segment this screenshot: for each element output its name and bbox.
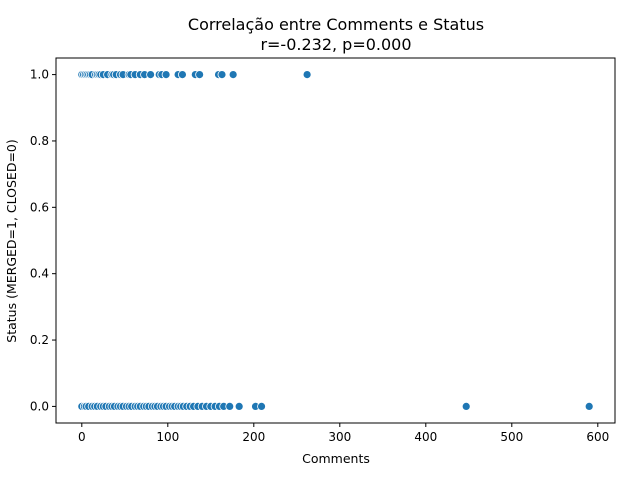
data-point bbox=[225, 402, 235, 411]
y-axis-label: Status (MERGED=1, CLOSED=0) bbox=[4, 139, 19, 342]
data-point bbox=[146, 70, 156, 79]
data-point bbox=[178, 70, 187, 79]
x-tick-label: 400 bbox=[414, 430, 437, 444]
data-point bbox=[461, 402, 471, 411]
x-tick-label: 500 bbox=[500, 430, 523, 444]
x-tick-label: 100 bbox=[156, 430, 179, 444]
data-point bbox=[302, 70, 312, 79]
chart-title: Correlação entre Comments e Status bbox=[188, 15, 484, 34]
y-tick-label: 0.6 bbox=[30, 200, 49, 214]
data-point bbox=[161, 70, 171, 79]
chart-subtitle: r=-0.232, p=0.000 bbox=[260, 35, 411, 54]
plot-frame bbox=[55, 57, 616, 424]
data-points bbox=[77, 70, 594, 411]
x-axis-ticks: 0 100 200 300 400 500 600 bbox=[78, 423, 609, 444]
data-point bbox=[217, 70, 227, 79]
x-axis-label: Comments bbox=[302, 451, 370, 466]
x-tick-label: 300 bbox=[328, 430, 351, 444]
y-axis-ticks: 0.0 0.2 0.4 0.6 0.8 1.0 bbox=[30, 68, 56, 413]
y-tick-label: 1.0 bbox=[30, 68, 49, 82]
data-point bbox=[234, 402, 244, 411]
y-tick-label: 0.2 bbox=[30, 333, 49, 347]
x-tick-label: 600 bbox=[586, 430, 609, 444]
data-point bbox=[195, 70, 205, 79]
data-point bbox=[257, 402, 266, 411]
y-tick-label: 0.4 bbox=[30, 267, 49, 281]
x-tick-label: 0 bbox=[78, 430, 86, 444]
y-tick-label: 0.0 bbox=[30, 399, 49, 413]
data-point bbox=[228, 70, 238, 79]
y-tick-label: 0.8 bbox=[30, 134, 49, 148]
x-tick-label: 200 bbox=[242, 430, 265, 444]
data-point bbox=[584, 402, 594, 411]
